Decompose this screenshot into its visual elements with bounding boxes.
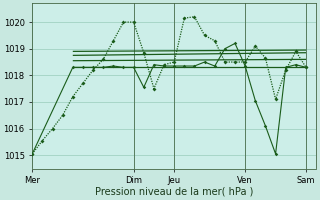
X-axis label: Pression niveau de la mer( hPa ): Pression niveau de la mer( hPa ) [95, 187, 253, 197]
